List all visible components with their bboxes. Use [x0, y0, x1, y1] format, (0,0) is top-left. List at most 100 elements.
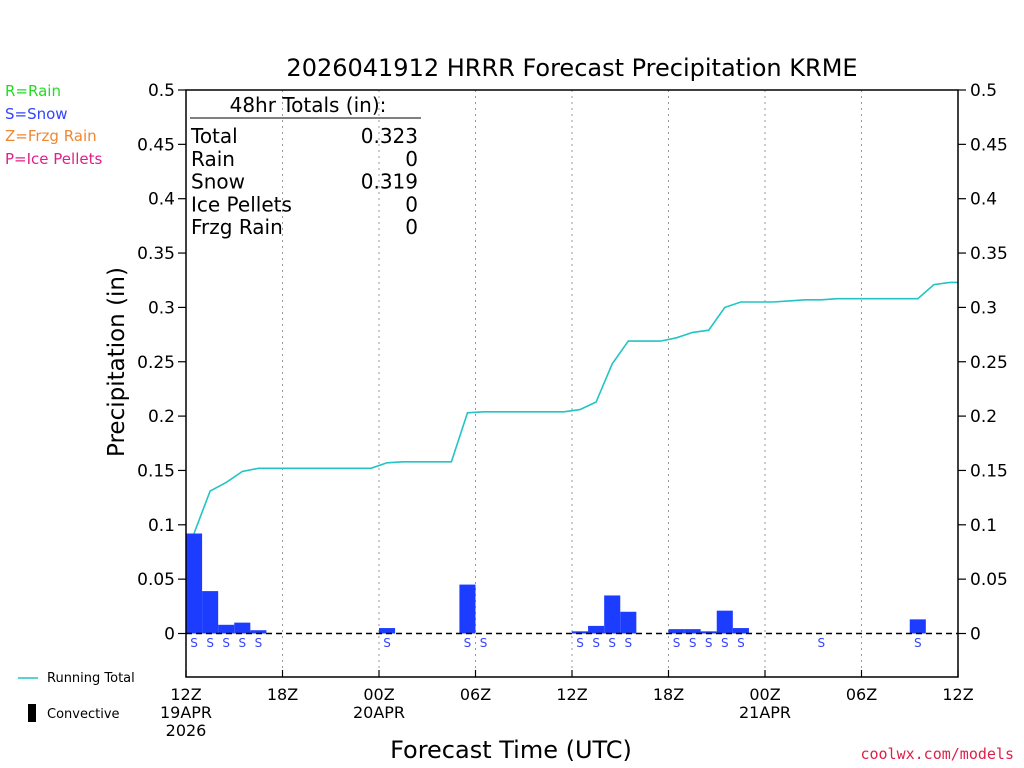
y-tick-label: 0.15 — [137, 461, 175, 481]
y-tick-label: 0 — [164, 625, 175, 645]
totals-row-value: 0.323 — [361, 124, 418, 148]
totals-box: 48hr Totals (in): Total 0.323 Rain 0 Snow 0.3… — [190, 93, 421, 239]
y-tick-label: 0.45 — [970, 135, 1008, 155]
snow-marker: S — [673, 636, 681, 650]
precip-bar — [732, 628, 749, 634]
x-tick-label: 12Z — [942, 685, 973, 704]
totals-row-value: 0.319 — [361, 170, 418, 194]
y-tick-label: 0.2 — [148, 407, 175, 427]
x-tick-label: 00Z — [749, 685, 780, 704]
x-tick-label: 2026 — [166, 721, 207, 740]
precip-type-legend-item: P=Ice Pellets — [5, 149, 103, 168]
snow-marker: S — [737, 636, 745, 650]
y-axis-right: 0 0.05 0.1 0.15 0.2 0.25 0.3 0.35 0.4 0.45 0.5 — [958, 81, 1008, 645]
snow-marker: S — [480, 636, 488, 650]
precip-bar — [250, 630, 267, 634]
snow-marker: S — [689, 636, 697, 650]
x-tick-label: 20APR — [353, 703, 405, 722]
snow-marker: S — [914, 636, 922, 650]
precip-bar — [234, 622, 251, 634]
y-tick-label: 0.25 — [137, 353, 175, 373]
totals-row-label: Ice Pellets — [191, 192, 292, 216]
y-tick-label: 0.05 — [970, 570, 1008, 590]
precip-bar — [186, 533, 203, 634]
precip-bar — [909, 619, 926, 634]
y-tick-label: 0.4 — [148, 190, 175, 210]
y-tick-label: 0.25 — [970, 353, 1008, 373]
x-tick-label: 06Z — [460, 685, 491, 704]
precip-bar — [684, 629, 701, 634]
running-total-legend-label: Running Total — [47, 671, 135, 686]
y-tick-label: 0.2 — [970, 407, 997, 427]
precip-type-legend-item: S=Snow — [5, 104, 68, 123]
precip-type-legend-item: R=Rain — [5, 82, 61, 100]
precip-bar — [459, 584, 476, 634]
chart-title: 2026041912 HRRR Forecast Precipitation K… — [286, 54, 857, 82]
y-axis-left: 0 0.05 0.1 0.15 0.2 0.25 0.3 0.35 0.4 0.45 0.5 — [137, 81, 186, 645]
y-tick-label: 0.15 — [970, 461, 1008, 481]
y-tick-label: 0.35 — [970, 244, 1008, 264]
precip-bar — [700, 631, 717, 634]
totals-row-label: Rain — [191, 147, 235, 171]
convective-swatch — [28, 704, 36, 722]
x-tick-label: 00Z — [363, 685, 394, 704]
x-tick-label: 12Z — [556, 685, 587, 704]
snow-marker: S — [255, 636, 263, 650]
precip-bar — [588, 625, 605, 634]
x-tick-label: 12Z — [170, 685, 201, 704]
convective-legend-label: Convective — [47, 707, 120, 722]
y-tick-label: 0.5 — [970, 81, 997, 101]
x-axis-label: Forecast Time (UTC) — [390, 736, 632, 764]
totals-rows: Total 0.323 Rain 0 Snow 0.319 Ice Pellets 0 Frzg… — [190, 124, 418, 239]
precip-bar — [620, 611, 637, 634]
snow-marker: S — [238, 636, 246, 650]
precip-type-legend-item: Z=Frzg Rain — [5, 127, 97, 145]
totals-header: 48hr Totals (in): — [230, 93, 387, 117]
totals-row-value: 0 — [405, 192, 418, 216]
precip-bar — [668, 629, 685, 634]
bottom-legend-bar: Convective — [28, 704, 120, 722]
grid-lines — [282, 90, 862, 677]
y-tick-label: 0.05 — [137, 570, 175, 590]
x-tick-label: 18Z — [653, 685, 684, 704]
y-axis-label: Precipitation (in) — [104, 267, 130, 457]
watermark: coolwx.com/models — [860, 745, 1014, 763]
y-tick-label: 0.1 — [148, 516, 175, 536]
x-tick-label: 21APR — [739, 703, 791, 722]
snow-marker: S — [721, 636, 729, 650]
convective-bars — [186, 533, 926, 634]
snow-marker: S — [206, 636, 214, 650]
snow-marker: S — [464, 636, 472, 650]
precip-bar — [716, 610, 733, 634]
snow-marker: S — [592, 636, 600, 650]
snow-marker: S — [608, 636, 616, 650]
bottom-legend-line: Running Total — [18, 671, 135, 686]
snow-marker: S — [817, 636, 825, 650]
precip-bar — [572, 631, 589, 634]
precip-bar — [218, 624, 235, 634]
y-tick-label: 0.35 — [137, 244, 175, 264]
snow-marker: S — [705, 636, 713, 650]
snow-marker: S — [624, 636, 632, 650]
y-tick-label: 0.5 — [148, 81, 175, 101]
precip-bar — [379, 628, 396, 634]
snow-marker: S — [222, 636, 230, 650]
x-tick-label: 06Z — [846, 685, 877, 704]
snow-marker: S — [383, 636, 391, 650]
snow-marker: S — [190, 636, 198, 650]
y-tick-label: 0.3 — [148, 298, 175, 318]
totals-row-label: Total — [190, 124, 238, 148]
totals-row-label: Snow — [191, 170, 245, 194]
y-tick-label: 0.1 — [970, 516, 997, 536]
totals-row-value: 0 — [405, 215, 418, 239]
y-tick-label: 0 — [970, 625, 981, 645]
snow-marker: S — [576, 636, 584, 650]
precip-bar — [604, 595, 621, 634]
totals-row-value: 0 — [405, 147, 418, 171]
y-tick-label: 0.4 — [970, 190, 997, 210]
running-total-line — [193, 281, 958, 534]
x-tick-label: 18Z — [267, 685, 298, 704]
